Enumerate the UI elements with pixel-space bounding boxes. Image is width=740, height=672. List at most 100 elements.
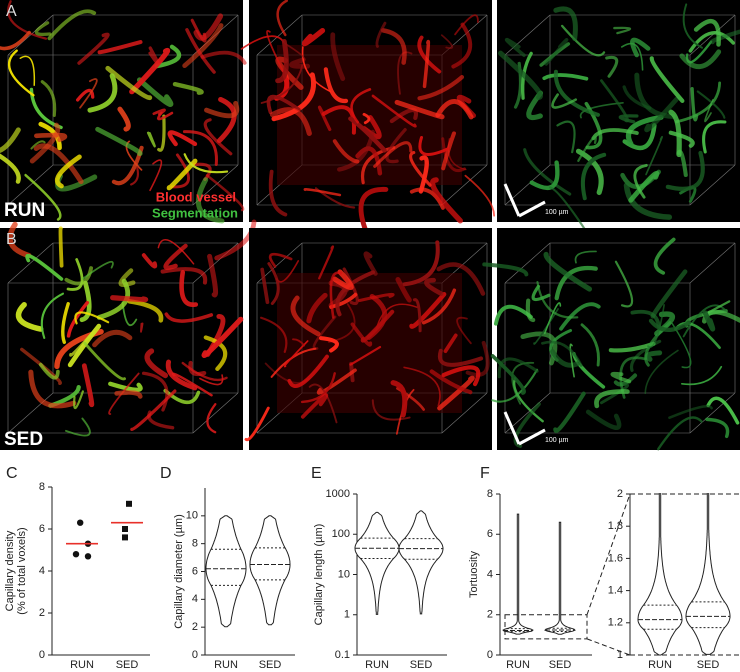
vessel bbox=[40, 80, 57, 117]
vessel bbox=[260, 267, 270, 305]
vessel bbox=[429, 369, 473, 395]
vessel bbox=[424, 277, 444, 296]
vessel bbox=[179, 270, 199, 307]
vessel bbox=[613, 26, 632, 35]
vessel bbox=[303, 187, 342, 197]
vessel bbox=[675, 81, 722, 124]
vessel bbox=[182, 23, 224, 69]
vessel bbox=[358, 186, 389, 237]
vessel bbox=[165, 359, 198, 391]
vessel bbox=[418, 155, 429, 194]
vessel bbox=[512, 377, 544, 423]
vessel bbox=[464, 174, 496, 217]
group-label: SED bbox=[4, 429, 43, 450]
vessel bbox=[443, 333, 458, 354]
cube-edge bbox=[7, 392, 54, 434]
cube-edge bbox=[192, 392, 239, 434]
vessel bbox=[705, 417, 730, 439]
panel-letter: C bbox=[6, 465, 18, 482]
vessel bbox=[668, 130, 695, 148]
vessel bbox=[108, 381, 143, 393]
vessel bbox=[653, 237, 676, 275]
vessel bbox=[580, 152, 607, 201]
vessel bbox=[454, 14, 479, 36]
vessel bbox=[182, 130, 218, 167]
vessel bbox=[451, 22, 473, 69]
vessel bbox=[645, 350, 663, 362]
vessel bbox=[513, 402, 541, 448]
vessel bbox=[96, 278, 131, 320]
vessel bbox=[73, 390, 84, 409]
vessel bbox=[585, 409, 622, 430]
cube-edge bbox=[689, 14, 736, 56]
vessel bbox=[308, 383, 338, 424]
vessel bbox=[693, 18, 721, 47]
group-label: RUN bbox=[4, 200, 45, 221]
vessel bbox=[144, 348, 169, 379]
vessel bbox=[623, 182, 673, 220]
vessel bbox=[650, 269, 688, 319]
vessel bbox=[579, 101, 624, 119]
y-tick-label: 1.8 bbox=[608, 520, 623, 532]
vessel bbox=[350, 88, 372, 124]
y-tick-label: 100 bbox=[332, 528, 350, 540]
zoom-line bbox=[586, 493, 631, 615]
vessel bbox=[30, 140, 46, 150]
vessel bbox=[157, 239, 195, 265]
vessel bbox=[206, 403, 217, 434]
y-tick-label: 4 bbox=[487, 568, 493, 580]
vessel bbox=[287, 354, 329, 388]
vessel bbox=[244, 406, 270, 442]
vessel bbox=[266, 94, 301, 115]
vessel bbox=[594, 389, 630, 409]
vessel bbox=[318, 336, 340, 353]
vessel bbox=[125, 140, 143, 171]
vessel bbox=[67, 323, 102, 368]
violin bbox=[637, 493, 683, 656]
vessel bbox=[20, 347, 62, 386]
vessel bbox=[628, 170, 660, 203]
vessel bbox=[105, 65, 153, 101]
y-tick-label: 1 bbox=[617, 649, 623, 661]
vessel bbox=[422, 39, 431, 89]
vessel bbox=[0, 153, 21, 184]
vessel bbox=[497, 357, 539, 379]
vessel bbox=[332, 139, 360, 164]
vessel bbox=[127, 299, 164, 323]
vessel bbox=[329, 292, 358, 309]
cube-edge bbox=[7, 14, 54, 56]
vessel bbox=[704, 99, 714, 123]
vessel bbox=[337, 129, 375, 172]
y-tick-label: 0.1 bbox=[335, 649, 350, 661]
panel-letter: D bbox=[160, 465, 172, 482]
vessel bbox=[157, 111, 174, 121]
y-tick-label: 2 bbox=[39, 607, 45, 619]
vessel bbox=[266, 30, 286, 77]
y-tick-label: 1.2 bbox=[608, 617, 623, 629]
y-tick-label: 1.6 bbox=[608, 552, 623, 564]
vessel bbox=[268, 252, 293, 268]
cube-edge bbox=[7, 164, 54, 206]
vessel bbox=[301, 46, 332, 93]
vessel bbox=[630, 37, 651, 58]
vessel bbox=[15, 302, 44, 332]
y-tick-label: 2 bbox=[617, 488, 623, 500]
vessel bbox=[375, 21, 387, 48]
cube-edge bbox=[689, 242, 736, 284]
legend-label: Blood vessel bbox=[156, 189, 236, 204]
vessel bbox=[373, 141, 413, 168]
vessel bbox=[276, 0, 288, 37]
vessel bbox=[620, 42, 644, 71]
vessel bbox=[350, 322, 373, 347]
cube-edge bbox=[504, 242, 551, 284]
vessel bbox=[317, 105, 332, 132]
vessel bbox=[618, 114, 639, 124]
vessel bbox=[536, 280, 579, 319]
vessel bbox=[58, 226, 64, 268]
vessel bbox=[668, 405, 713, 420]
vessel bbox=[556, 120, 576, 154]
vessel bbox=[130, 166, 140, 186]
vessel bbox=[679, 49, 722, 69]
vessel bbox=[498, 50, 543, 100]
